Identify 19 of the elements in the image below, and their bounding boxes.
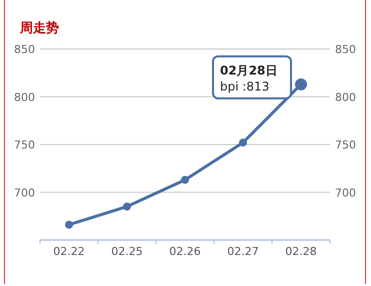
x-tick-label: 02.27 (227, 245, 259, 258)
chart-title: 周走势 (19, 20, 59, 36)
y-tick-label: 700 (14, 186, 35, 200)
x-tick-label: 02.26 (169, 245, 201, 258)
y-tick-label: 750 (14, 138, 35, 152)
point (239, 138, 247, 147)
annotation: 02月28日 bpi :813 (220, 63, 278, 94)
y-tick-label: 850 (14, 43, 35, 56)
y-tick-label: 800 (14, 90, 35, 104)
x-tick-label: 02.25 (111, 245, 143, 258)
y2-tick-label: 750 (335, 138, 356, 152)
y2-tick-label: 800 (335, 90, 356, 104)
y2-tick-label: 850 (335, 43, 356, 56)
x-tick-label: 02.28 (285, 245, 317, 258)
point (181, 176, 189, 184)
point (65, 220, 73, 229)
x-tick-label: 02.22 (53, 245, 85, 258)
point (123, 202, 131, 211)
y2-tick-label: 700 (335, 186, 356, 200)
